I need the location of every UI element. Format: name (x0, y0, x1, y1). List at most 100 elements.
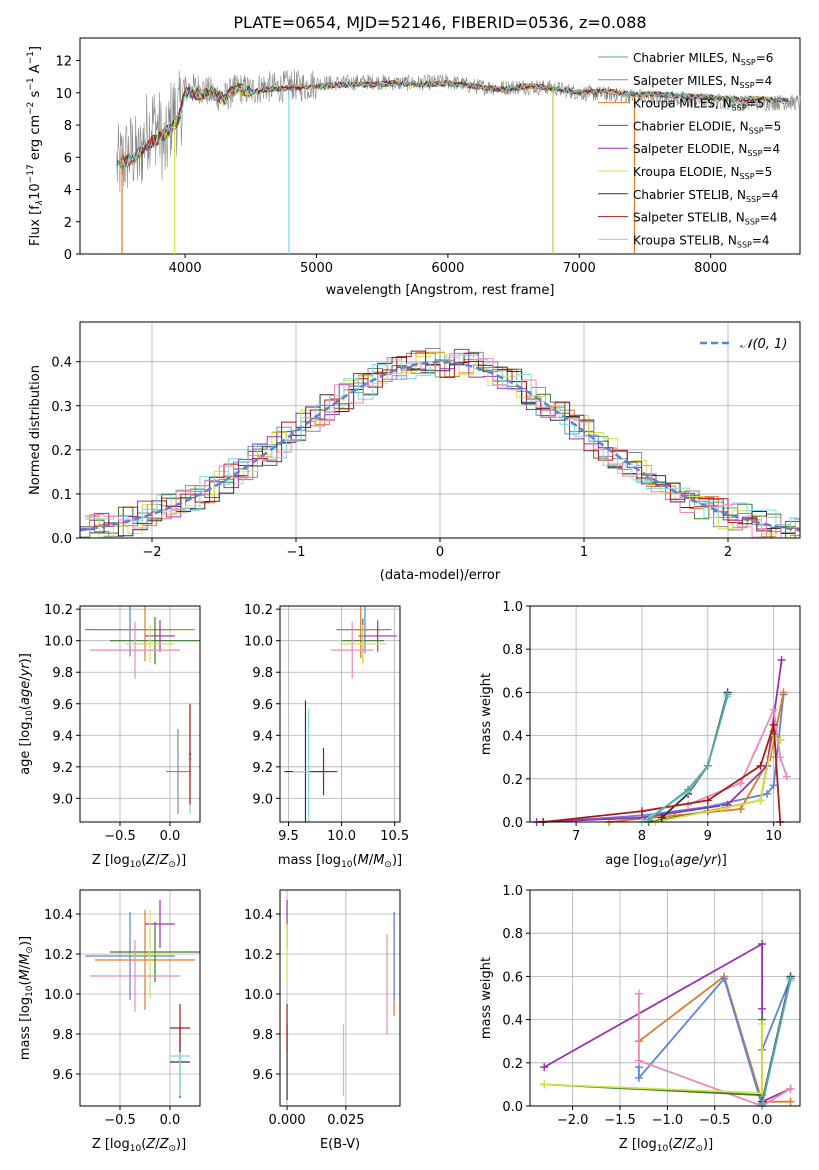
weight-vs-age-ylabel: mass weight (479, 673, 494, 755)
mass-vs-ebv-axes-frame (279, 889, 401, 1107)
weight-vs-Z-ytick-label: 0.2 (502, 1057, 523, 1072)
weight-vs-age-point-marker (769, 705, 778, 714)
age-vs-Z-axes-frame (79, 605, 201, 823)
mass-vs-ebv-ytick-label: 10.4 (244, 908, 273, 923)
weight-vs-age-point-marker (684, 785, 693, 794)
mass-vs-Z-xtick-label: 0.0 (160, 1113, 181, 1128)
weight-vs-age-series-line (543, 694, 785, 823)
weight-vs-Z-point-marker (540, 1063, 549, 1072)
mass-vs-Z-ytick-label: 10.2 (44, 948, 73, 963)
weight-vs-Z-ytick-label: 0.4 (502, 1014, 523, 1029)
weight-vs-age-xlabel: age [log10(age/yr)] (605, 853, 727, 870)
mass-vs-ebv-panel: 0.000 0.025 9.6 9.8 10.0 10.2 10.4 (244, 889, 401, 1128)
age-vs-Z-ylabel: age [log10(age/yr)] (18, 653, 35, 775)
weight-vs-Z-series-line (544, 1023, 763, 1094)
weight-vs-age-series-line (661, 692, 729, 819)
residual-histogram-step (80, 353, 800, 539)
weight-vs-age-series-line (641, 696, 729, 823)
age-vs-Z-xtick-label: −0.5 (104, 829, 136, 844)
weight-vs-age-point-marker (703, 796, 712, 805)
spectrum-ytick-label: 0 (64, 248, 72, 263)
spectrum-legend: Chabrier MILES, NSSP=6 Salpeter MILES, NS… (598, 51, 781, 249)
weight-vs-Z-ylabel: mass weight (479, 957, 494, 1039)
residual-ytick-label: 0.1 (51, 488, 72, 503)
weight-vs-age-ytick-label: 1.0 (502, 600, 523, 615)
residual-ytick-label: 0.0 (51, 532, 72, 547)
weight-vs-Z-point-marker (758, 1099, 767, 1108)
weight-vs-Z-ytick-label: 0.6 (502, 970, 523, 985)
mass-vs-ebv-xlabel: E(B-V) (320, 1137, 360, 1152)
weight-vs-age-point-marker (736, 779, 745, 788)
age-vs-mass-xlabel: mass [log10(M/M⊙)] (278, 853, 402, 870)
spectrum-ytick-label: 2 (64, 216, 72, 231)
legend-label: Chabrier ELODIE, NSSP=5 (633, 119, 781, 135)
residual-legend: 𝒩(0, 1) (700, 337, 787, 352)
residual-xtick-label: 0 (436, 545, 444, 560)
age-vs-Z-ytick-label: 10.2 (44, 603, 73, 618)
legend-label: Chabrier MILES, NSSP=6 (633, 51, 773, 67)
mass-vs-ebv-xtick-label: 0.000 (268, 1113, 305, 1128)
residual-histogram-step (80, 359, 800, 539)
age-vs-Z-ytick-label: 9.4 (52, 729, 73, 744)
residual-ytick-label: 0.4 (51, 356, 72, 371)
age-vs-mass-ytick-label: 9.6 (252, 698, 273, 713)
mass-vs-Z-ytick-label: 9.6 (52, 1068, 73, 1083)
weight-vs-age-series-line (536, 659, 783, 823)
weight-vs-Z-point-marker (634, 989, 643, 998)
legend-label: Salpeter MILES, NSSP=4 (633, 74, 772, 90)
weight-vs-Z-ytick-label: 1.0 (502, 884, 523, 899)
weight-vs-age-panel: 7 8 9 10 0.0 0.2 0.4 0.6 0.8 1.0 (502, 600, 801, 844)
residual-xlabel: (data-model)/error (380, 568, 501, 583)
spectrum-ticks: 4000 5000 6000 7000 8000 0 2 4 6 8 10 12 (55, 55, 727, 276)
spectrum-xtick-label: 8000 (694, 261, 727, 276)
weight-vs-metallicity-panel: −2.0 −1.5 −1.0 −0.5 0.0 0.0 0.2 0.4 0.6 0.8 1.0 (502, 884, 801, 1128)
residual-histogram-step (84, 351, 800, 538)
spectrum-ytick-label: 4 (64, 184, 72, 199)
age-vs-Z-ytick-label: 9.6 (52, 698, 73, 713)
age-vs-Z-ytick-label: 10.0 (44, 635, 73, 650)
age-vs-mass-ytick-label: 10.0 (244, 635, 273, 650)
residual-xtick-label: −1 (286, 545, 305, 560)
weight-vs-age-ytick-label: 0.4 (502, 730, 523, 745)
spectrum-ytick-label: 10 (55, 87, 72, 102)
weight-vs-Z-xtick-label: −2.0 (557, 1113, 589, 1128)
weight-vs-age-point-marker (644, 815, 653, 824)
weight-vs-age-point-marker (776, 753, 785, 762)
weight-vs-Z-point-marker (634, 1056, 643, 1065)
spectrum-xlabel: wavelength [Angstrom, rest frame] (326, 283, 555, 298)
legend-label: Kroupa STELIB, NSSP=4 (633, 233, 770, 249)
spectrum-axes-frame (79, 37, 801, 255)
weight-vs-age-point-marker (723, 690, 732, 699)
age-vs-metallicity-panel: −0.5 0.0 9.0 9.2 9.4 9.6 9.8 10.0 10.2 (44, 603, 201, 844)
mass-vs-Z-ytick-label: 10.0 (44, 988, 73, 1003)
spectrum-title: PLATE=0654, MJD=52146, FIBERID=0536, z=0… (233, 13, 646, 32)
mass-vs-ebv-ytick-label: 9.8 (252, 1028, 273, 1043)
weight-vs-Z-axes-frame (529, 889, 801, 1107)
legend-label: Chabrier STELIB, NSSP=4 (633, 188, 779, 204)
age-vs-Z-xtick-label: 0.0 (160, 829, 181, 844)
weight-vs-age-xtick-label: 9 (704, 829, 712, 844)
weight-vs-age-series-line (543, 724, 782, 823)
mass-vs-metallicity-panel: −0.5 0.0 9.6 9.8 10.0 10.2 10.4 (44, 889, 201, 1128)
weight-vs-age-xtick-label: 8 (638, 829, 646, 844)
mass-vs-Z-ytick-label: 9.8 (52, 1028, 73, 1043)
weight-vs-Z-ytick-label: 0.8 (502, 927, 523, 942)
spectrum-ytick-label: 12 (55, 55, 72, 70)
age-vs-Z-ytick-label: 9.8 (52, 666, 73, 681)
weight-vs-Z-series-line (638, 993, 791, 1107)
weight-vs-Z-point-marker (540, 1080, 549, 1089)
weight-vs-age-point-marker (657, 813, 666, 822)
residual-axes-frame (79, 321, 801, 539)
residual-ylabel: Normed distribution (28, 365, 43, 495)
spectrum-xtick-label: 5000 (300, 261, 333, 276)
weight-vs-Z-point-marker (786, 1084, 795, 1093)
weight-vs-Z-point-marker (786, 974, 795, 983)
weight-vs-age-point-marker (756, 796, 765, 805)
weight-vs-age-xtick-label: 7 (572, 829, 580, 844)
residual-xtick-label: 1 (580, 545, 588, 560)
weight-vs-age-point-marker (637, 807, 646, 816)
age-vs-mass-ytick-label: 9.2 (252, 761, 273, 776)
weight-vs-age-point-marker (769, 720, 778, 729)
age-vs-mass-ytick-label: 9.0 (252, 792, 273, 807)
age-vs-mass-panel: 9.5 10.0 10.5 9.0 9.2 9.4 9.6 9.8 10.0 10.2 (244, 603, 409, 844)
